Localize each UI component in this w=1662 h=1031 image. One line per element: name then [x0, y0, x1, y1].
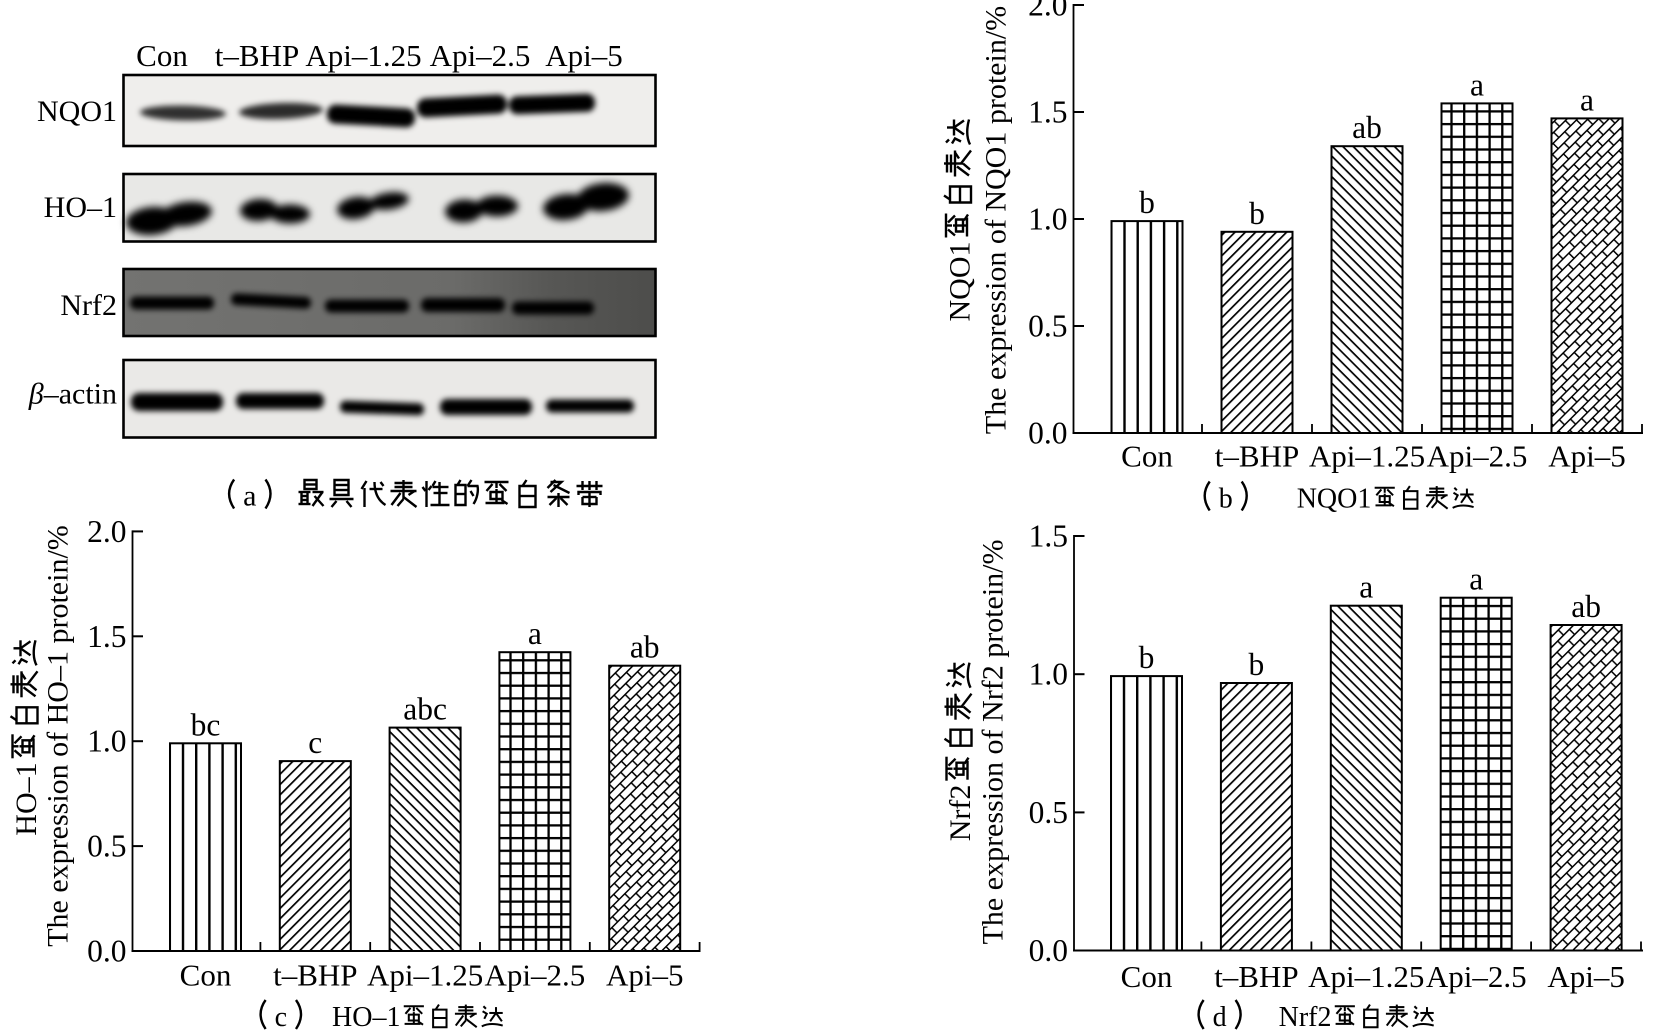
svg-text:b: b	[1139, 185, 1155, 220]
svg-text:Con: Con	[1121, 959, 1173, 994]
svg-text:Api–1.25: Api–1.25	[367, 958, 483, 993]
svg-text:bc: bc	[191, 707, 221, 742]
svg-text:Api–5: Api–5	[545, 38, 623, 73]
svg-text:Api–1.25: Api–1.25	[305, 38, 421, 73]
svg-text:t–BHP: t–BHP	[1214, 959, 1298, 994]
svg-text:2.0: 2.0	[87, 514, 126, 549]
svg-text:The expression of NQO1 protein: The expression of NQO1 protein/%	[980, 6, 1013, 434]
svg-text:1.0: 1.0	[1028, 202, 1067, 237]
svg-text:The expression of Nrf2 protein: The expression of Nrf2 protein/%	[977, 540, 1010, 945]
svg-text:NQO1: NQO1	[1297, 484, 1372, 515]
svg-text:Api–2.5: Api–2.5	[1427, 439, 1528, 474]
svg-text:Nrf2: Nrf2	[944, 785, 977, 842]
svg-text:ab: ab	[1571, 589, 1601, 624]
svg-text:ab: ab	[630, 630, 660, 665]
svg-text:0.5: 0.5	[87, 829, 126, 864]
svg-text:The expression of HO–1 protein: The expression of HO–1 protein/%	[41, 525, 74, 947]
svg-text:β–actin: β–actin	[28, 378, 117, 411]
svg-text:1.0: 1.0	[1029, 657, 1068, 692]
svg-text:0.0: 0.0	[87, 934, 126, 969]
svg-text:0.0: 0.0	[1028, 416, 1067, 451]
svg-text:Api–5: Api–5	[606, 958, 684, 993]
svg-text:HO–1: HO–1	[332, 1002, 400, 1031]
svg-text:a: a	[1469, 562, 1483, 597]
svg-text:ab: ab	[1352, 110, 1382, 145]
svg-text:Con: Con	[180, 958, 232, 993]
svg-text:Nrf2: Nrf2	[1279, 1002, 1332, 1031]
svg-text:b: b	[1219, 484, 1233, 515]
svg-text:c: c	[275, 1002, 287, 1031]
svg-text:HO–1: HO–1	[10, 762, 43, 835]
svg-text:b: b	[1249, 647, 1265, 682]
svg-text:1.5: 1.5	[1028, 95, 1067, 130]
svg-text:Api–1.25: Api–1.25	[1308, 959, 1424, 994]
svg-text:t–BHP: t–BHP	[1215, 439, 1299, 474]
svg-text:0.5: 0.5	[1028, 309, 1067, 344]
svg-text:Nrf2: Nrf2	[60, 289, 117, 322]
svg-text:0.5: 0.5	[1029, 795, 1068, 830]
svg-text:Api–2.5: Api–2.5	[485, 958, 586, 993]
svg-text:Api–2.5: Api–2.5	[430, 38, 531, 73]
svg-text:a: a	[1470, 67, 1484, 102]
svg-text:a: a	[243, 480, 256, 513]
svg-text:Api–1.25: Api–1.25	[1309, 439, 1425, 474]
svg-text:d: d	[1213, 1002, 1227, 1031]
svg-text:Api–5: Api–5	[1547, 959, 1625, 994]
svg-text:0.0: 0.0	[1029, 933, 1068, 968]
svg-text:2.0: 2.0	[1028, 0, 1067, 23]
svg-text:a: a	[528, 616, 542, 651]
svg-text:1.5: 1.5	[87, 619, 126, 654]
svg-text:t–BHP: t–BHP	[215, 38, 299, 73]
svg-text:HO–1: HO–1	[44, 191, 117, 224]
svg-text:abc: abc	[403, 692, 447, 727]
svg-text:b: b	[1249, 196, 1265, 231]
svg-text:1.0: 1.0	[87, 724, 126, 759]
svg-text:b: b	[1139, 640, 1155, 675]
svg-text:a: a	[1580, 82, 1594, 117]
svg-text:Api–5: Api–5	[1548, 439, 1626, 474]
svg-text:Con: Con	[1121, 439, 1173, 474]
svg-text:c: c	[308, 725, 322, 760]
svg-text:Api–2.5: Api–2.5	[1426, 959, 1527, 994]
svg-text:NQO1: NQO1	[944, 242, 977, 322]
svg-text:Con: Con	[136, 38, 188, 73]
svg-text:t–BHP: t–BHP	[273, 958, 357, 993]
svg-text:NQO1: NQO1	[37, 95, 117, 128]
svg-text:a: a	[1359, 570, 1373, 605]
svg-text:1.5: 1.5	[1029, 519, 1068, 554]
